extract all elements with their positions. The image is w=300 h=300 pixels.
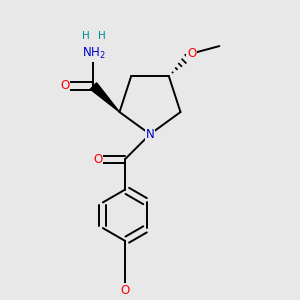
Text: O: O xyxy=(187,47,196,60)
Text: H: H xyxy=(82,31,89,41)
Text: O: O xyxy=(93,153,102,166)
Polygon shape xyxy=(90,83,119,112)
Text: O: O xyxy=(60,80,69,92)
Text: NH$_2$: NH$_2$ xyxy=(82,46,105,62)
Text: O: O xyxy=(120,284,130,297)
Text: H: H xyxy=(98,31,105,41)
Text: N: N xyxy=(146,128,154,141)
